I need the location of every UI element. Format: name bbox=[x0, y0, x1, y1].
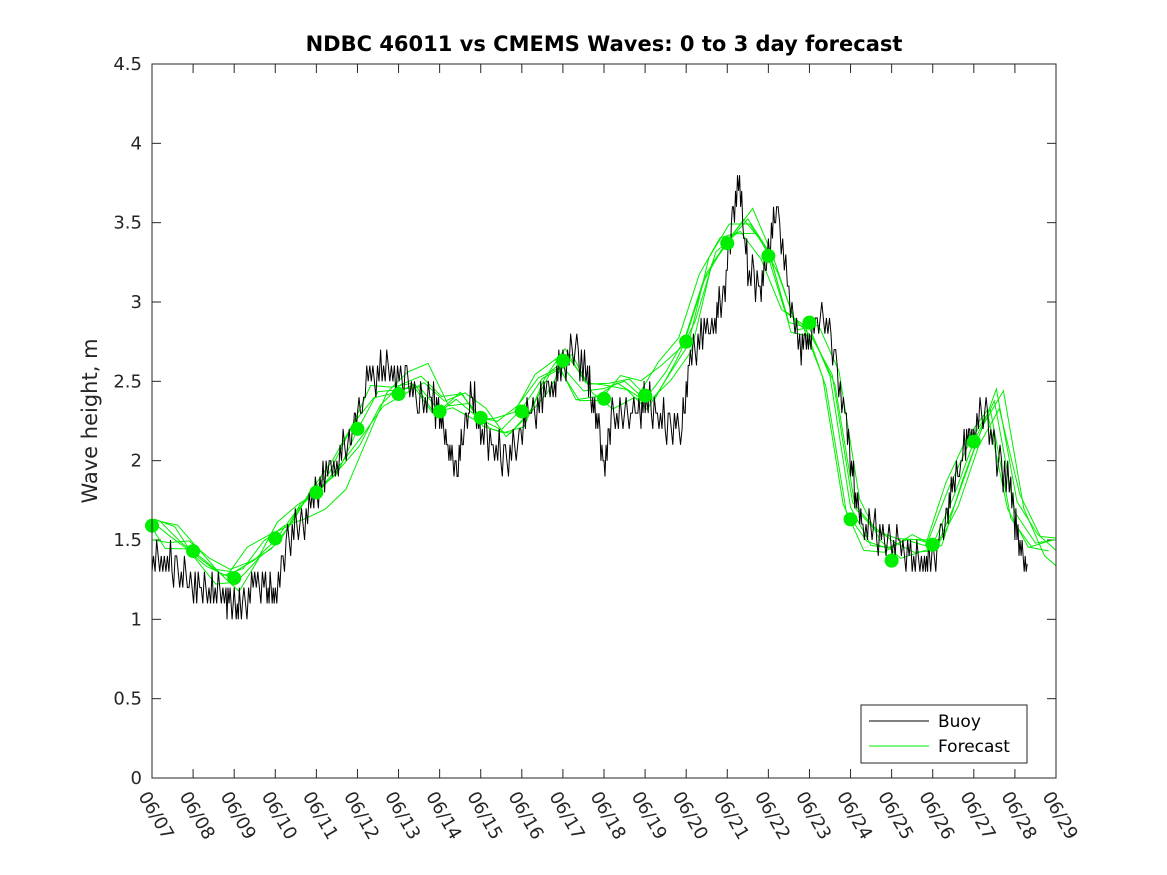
forecast-marker bbox=[761, 248, 776, 263]
forecast-markers bbox=[145, 236, 981, 586]
buoy-line bbox=[151, 175, 1028, 620]
forecast-marker bbox=[309, 485, 324, 500]
legend-buoy-label: Buoy bbox=[938, 712, 981, 732]
forecast-marker bbox=[186, 544, 201, 559]
forecast-marker bbox=[268, 531, 283, 546]
forecast-marker bbox=[514, 404, 529, 419]
y-tick-label: 4 bbox=[131, 133, 142, 154]
chart-title: NDBC 46011 vs CMEMS Waves: 0 to 3 day fo… bbox=[306, 32, 903, 56]
forecast-marker bbox=[884, 553, 899, 568]
forecast-marker bbox=[227, 571, 242, 586]
y-tick-label: 1 bbox=[131, 609, 142, 630]
plot-area bbox=[145, 175, 1057, 620]
forecast-marker bbox=[432, 404, 447, 419]
forecast-marker bbox=[391, 387, 406, 402]
y-tick-label: 0.5 bbox=[113, 689, 142, 710]
forecast-marker bbox=[350, 421, 365, 436]
y-tick-label: 3.5 bbox=[113, 213, 142, 234]
y-tick-label: 3 bbox=[131, 292, 142, 313]
forecast-marker bbox=[679, 334, 694, 349]
y-tick-label: 0 bbox=[131, 768, 142, 789]
y-tick-labels: 0 0.5 1 1.5 2 2.5 3 3.5 4 4.5 bbox=[113, 54, 142, 789]
forecast-marker bbox=[802, 315, 817, 330]
axes-box bbox=[151, 63, 1057, 779]
y-tick-label: 2.5 bbox=[113, 371, 142, 392]
forecast-marker bbox=[925, 537, 940, 552]
forecast-marker bbox=[720, 236, 735, 251]
forecast-marker bbox=[597, 391, 611, 406]
y-tick-label: 4.5 bbox=[113, 54, 142, 75]
y-tick-label: 2 bbox=[131, 451, 142, 472]
forecast-marker bbox=[555, 353, 570, 368]
forecast-marker bbox=[843, 512, 858, 527]
forecast-marker bbox=[966, 434, 981, 449]
legend-forecast-label: Forecast bbox=[938, 737, 1010, 757]
legend-box bbox=[860, 704, 1028, 764]
legend: Buoy Forecast bbox=[860, 704, 1028, 764]
y-axis-label: Wave height, m bbox=[78, 338, 102, 503]
forecast-marker bbox=[473, 410, 488, 425]
y-tick-label: 1.5 bbox=[113, 530, 142, 551]
buoy-series bbox=[151, 175, 1028, 620]
forecast-marker bbox=[638, 388, 653, 403]
